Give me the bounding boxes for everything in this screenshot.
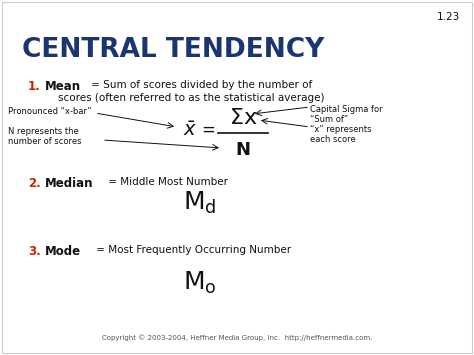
Text: =: = xyxy=(201,121,215,139)
Text: M$_\mathrm{o}$: M$_\mathrm{o}$ xyxy=(183,270,217,296)
Text: 3.: 3. xyxy=(28,245,41,258)
Text: 2.: 2. xyxy=(28,177,41,190)
Text: N represents the
number of scores: N represents the number of scores xyxy=(8,127,82,146)
Text: = Sum of scores divided by the number of: = Sum of scores divided by the number of xyxy=(88,80,312,90)
Text: CENTRAL TENDENCY: CENTRAL TENDENCY xyxy=(22,37,324,63)
Text: Capital Sigma for
“Sum of”: Capital Sigma for “Sum of” xyxy=(310,105,383,124)
Text: scores (often referred to as the statistical average): scores (often referred to as the statist… xyxy=(58,93,325,103)
Text: “x” represents
each score: “x” represents each score xyxy=(310,125,372,144)
Text: Mode: Mode xyxy=(45,245,81,258)
Text: $\bar{x}$: $\bar{x}$ xyxy=(183,120,197,140)
Text: N: N xyxy=(236,141,250,159)
Text: Mean: Mean xyxy=(45,80,81,93)
Text: $\Sigma$x: $\Sigma$x xyxy=(229,108,257,128)
Text: M$_\mathrm{d}$: M$_\mathrm{d}$ xyxy=(183,190,217,216)
Text: 1.: 1. xyxy=(28,80,41,93)
Text: Pronounced “x-bar”: Pronounced “x-bar” xyxy=(8,107,91,116)
Text: Copyright © 2003-2004, Heffner Media Group, Inc.  http://heffnermedia.com.: Copyright © 2003-2004, Heffner Media Gro… xyxy=(102,334,372,341)
Text: = Most Frequently Occurring Number: = Most Frequently Occurring Number xyxy=(93,245,291,255)
Text: = Middle Most Number: = Middle Most Number xyxy=(105,177,228,187)
Text: 1.23: 1.23 xyxy=(437,12,460,22)
Text: Median: Median xyxy=(45,177,93,190)
